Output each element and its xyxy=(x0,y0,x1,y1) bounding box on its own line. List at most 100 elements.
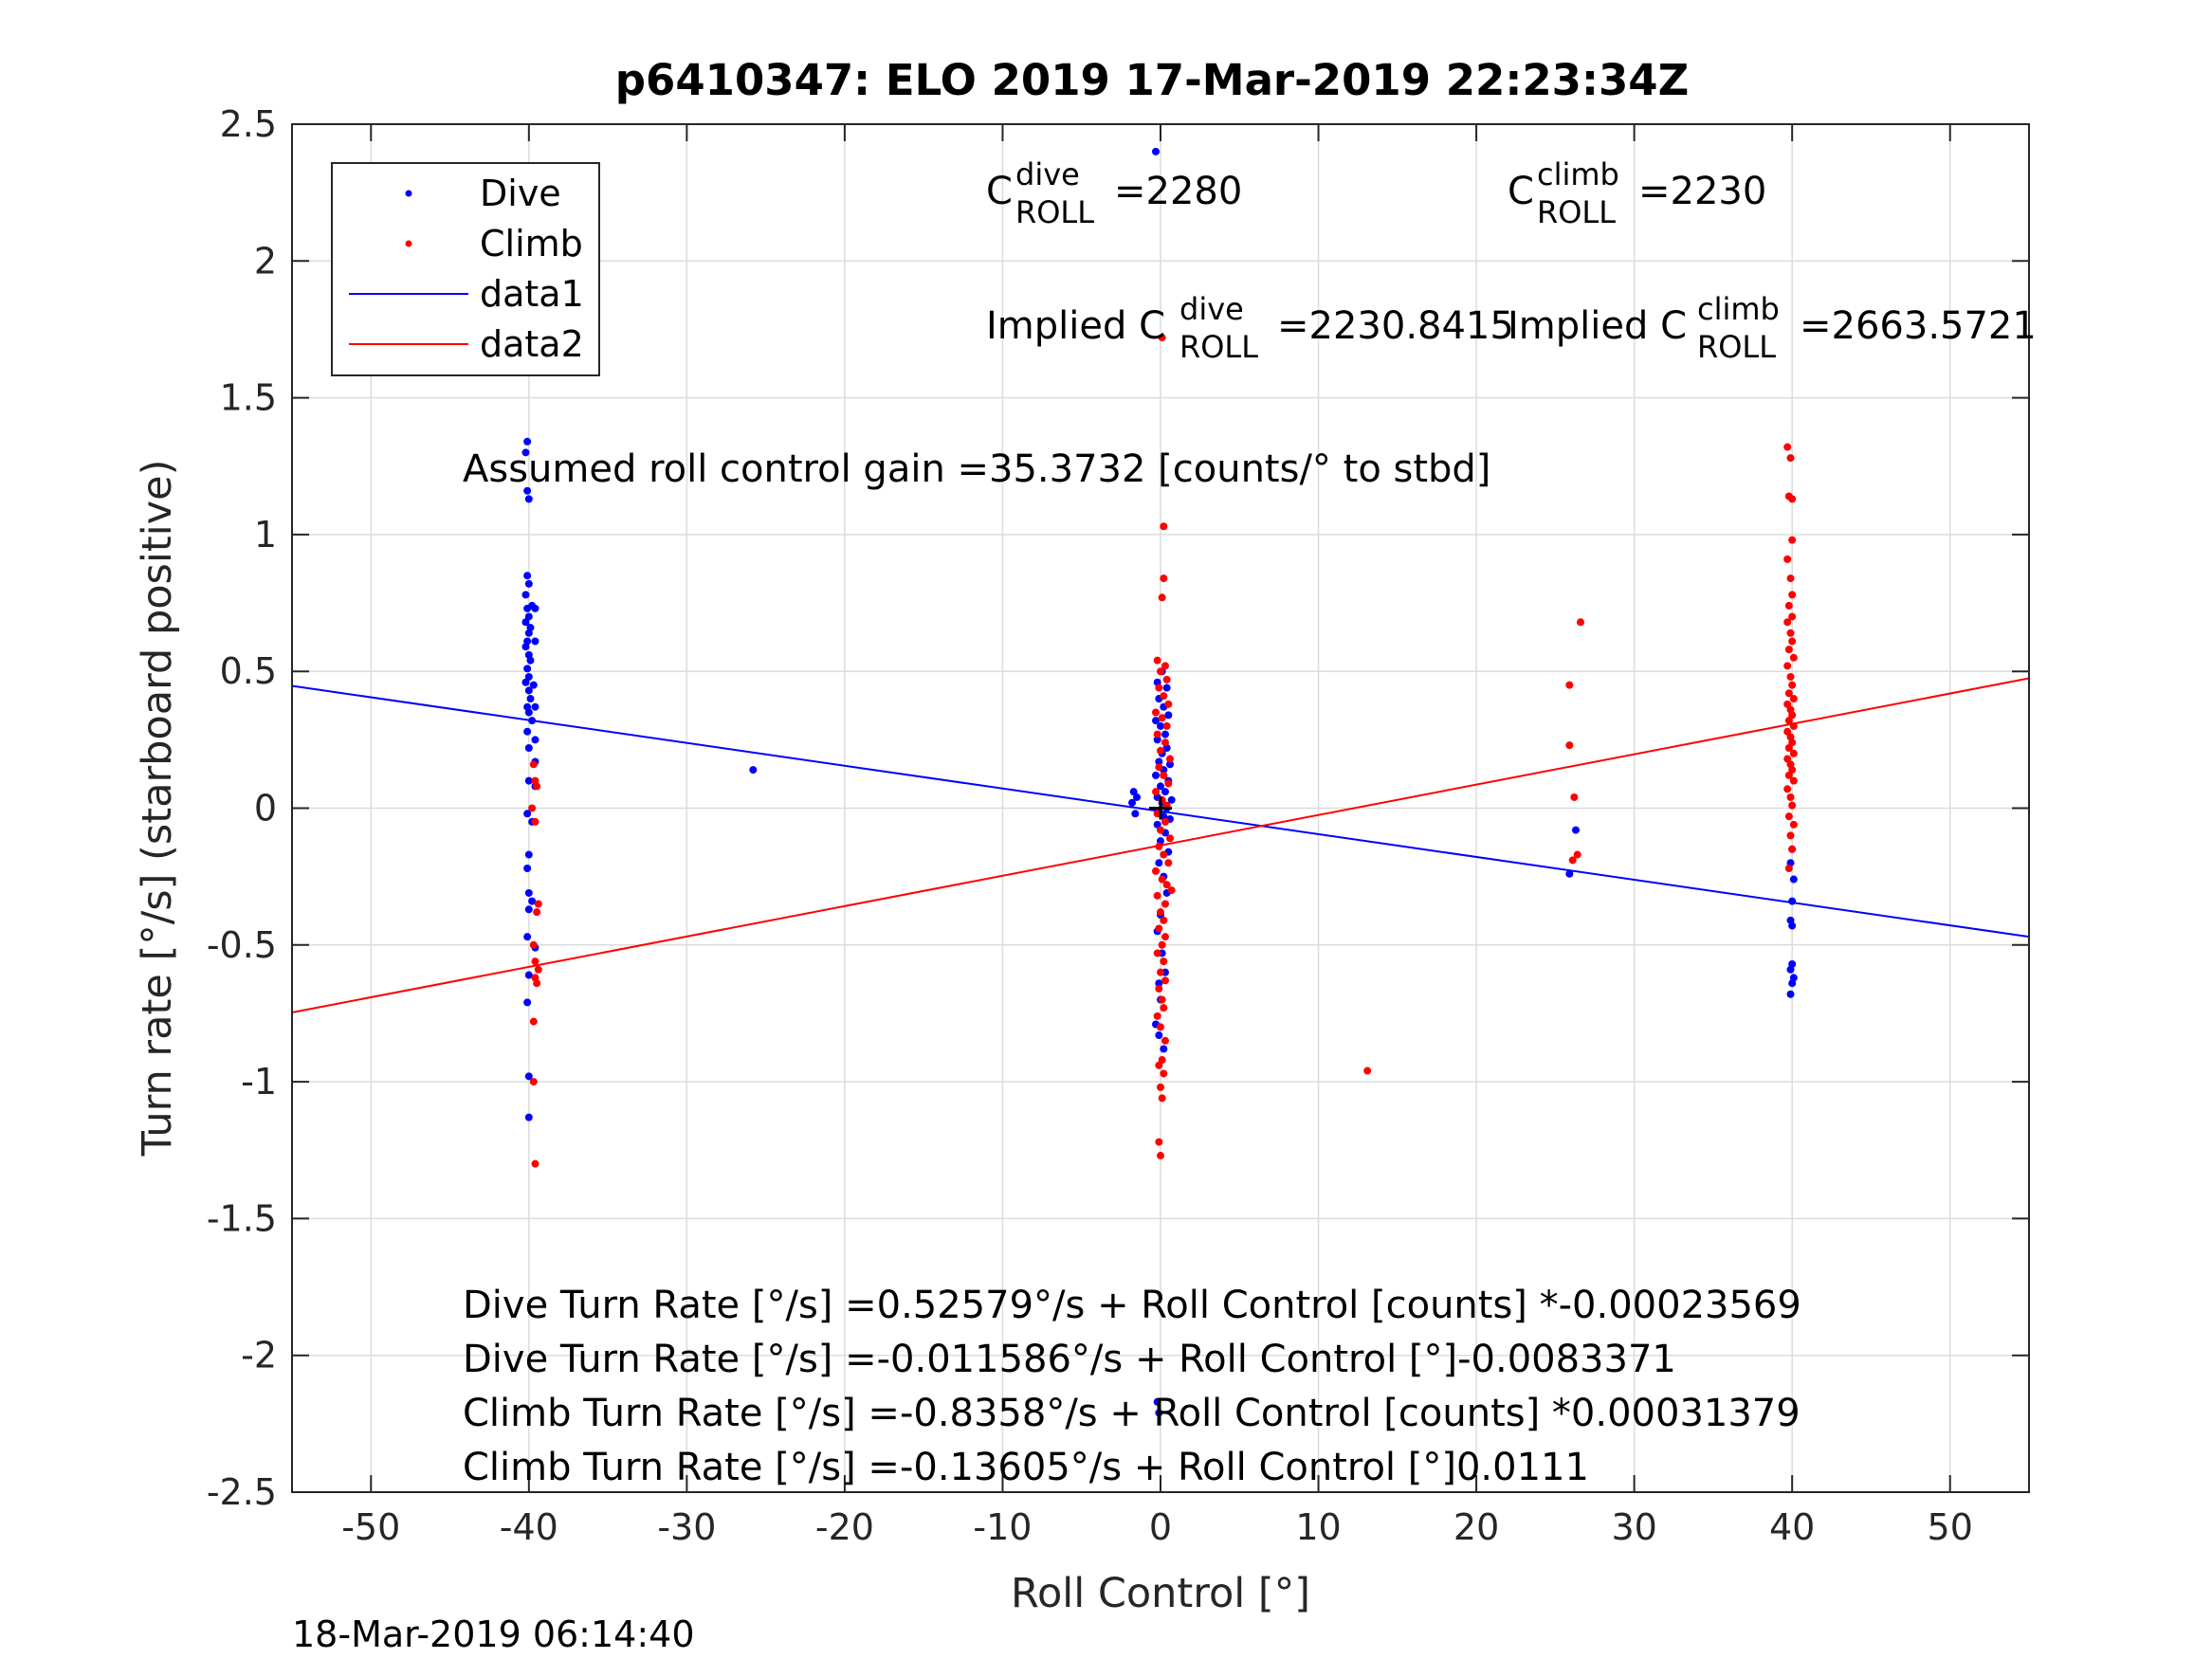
climb-point xyxy=(529,940,538,949)
dive-point xyxy=(524,744,533,753)
climb-point xyxy=(1565,681,1574,689)
y-tick-label: -2.5 xyxy=(207,1471,277,1513)
dive-point xyxy=(1164,711,1173,720)
x-axis-label: Roll Control [°] xyxy=(1011,1570,1310,1617)
x-tick-label: 30 xyxy=(1611,1506,1656,1548)
climb-point xyxy=(534,965,542,974)
dive-point xyxy=(523,572,532,580)
legend-box xyxy=(331,162,600,376)
dive-point xyxy=(524,971,533,979)
x-tick-label: 20 xyxy=(1453,1506,1499,1548)
climb-point xyxy=(1783,785,1792,793)
climb-point xyxy=(1363,1066,1372,1075)
climb-point xyxy=(533,782,541,791)
climb-point xyxy=(1153,730,1161,738)
climb-point xyxy=(1160,1004,1168,1012)
climb-point xyxy=(1153,1012,1161,1020)
climb-point xyxy=(1160,522,1168,531)
climb-point xyxy=(1786,454,1795,463)
annotation-implied-dive: Implied C dive ROLL =2230.8415 xyxy=(986,291,1514,365)
climb-point xyxy=(1788,801,1797,810)
fit-line-3: Climb Turn Rate [°/s] =-0.8358°/s + Roll… xyxy=(463,1392,1801,1435)
dive-point xyxy=(524,686,533,695)
implied-dive-prefix: Implied C xyxy=(986,304,1165,348)
implied-climb-prefix: Implied C xyxy=(1508,304,1687,348)
y-tick-label: 1.5 xyxy=(220,377,277,419)
climb-point xyxy=(1570,793,1579,801)
climb-point xyxy=(1153,656,1161,665)
dive-point xyxy=(1133,793,1142,801)
climb-point xyxy=(1164,859,1173,867)
climb-point xyxy=(1783,662,1792,670)
y-tick-label: -0.5 xyxy=(207,924,277,966)
climb-point xyxy=(1164,779,1173,788)
dive-point xyxy=(524,1072,533,1081)
y-tick-label: 0 xyxy=(254,788,277,830)
climb-point xyxy=(1157,968,1164,976)
x-tick-label: -10 xyxy=(973,1506,1032,1548)
x-tick-label: -50 xyxy=(341,1506,400,1548)
dive-point xyxy=(531,736,539,744)
legend-label-data2: data2 xyxy=(480,323,584,365)
climb-point xyxy=(1157,667,1164,676)
dive-point xyxy=(526,656,535,665)
c-climb-value: =2230 xyxy=(1638,170,1766,213)
dive-point xyxy=(528,717,537,725)
climb-point xyxy=(1786,831,1795,840)
legend-label-climb: Climb xyxy=(480,223,583,264)
climb-point xyxy=(1161,933,1169,941)
climb-point xyxy=(1155,984,1163,993)
climb-point xyxy=(1161,817,1169,826)
climb-point xyxy=(1152,708,1161,717)
dive-point xyxy=(523,727,532,736)
dive-point xyxy=(1157,782,1164,791)
y-tick-label: 0.5 xyxy=(220,650,277,692)
dive-point xyxy=(1788,979,1797,988)
x-tick-label: -20 xyxy=(815,1506,874,1548)
x-tick-label: -30 xyxy=(657,1506,716,1548)
climb-point xyxy=(1789,820,1798,829)
climb-point xyxy=(529,1078,538,1086)
climb-point xyxy=(1157,1023,1164,1031)
gain-annotation: Assumed roll control gain =35.3732 [coun… xyxy=(463,447,1490,491)
fit-line-4: Climb Turn Rate [°/s] =-0.13605°/s + Rol… xyxy=(463,1446,1589,1489)
climb-point xyxy=(1160,957,1168,966)
implied-climb-sub: ROLL xyxy=(1697,329,1776,365)
dive-point xyxy=(1131,810,1140,818)
dive-point xyxy=(1161,788,1169,796)
x-tick-label: 50 xyxy=(1928,1506,1973,1548)
climb-point xyxy=(1789,653,1798,662)
legend-marker-climb xyxy=(405,240,412,247)
implied-climb-sup: climb xyxy=(1697,291,1780,327)
dive-point xyxy=(523,864,532,872)
chart-title: p6410347: ELO 2019 17-Mar-2019 22:23:34Z xyxy=(615,55,1689,105)
climb-point xyxy=(1784,689,1793,698)
dive-point xyxy=(1157,721,1164,730)
dive-point xyxy=(1162,684,1171,692)
dive-point xyxy=(521,618,530,627)
dive-point xyxy=(531,702,539,711)
climb-point xyxy=(1565,741,1574,750)
dive-point xyxy=(526,695,535,703)
climb-point xyxy=(1160,1069,1168,1078)
climb-point xyxy=(1786,672,1795,681)
climb-point xyxy=(1152,866,1161,875)
dive-point xyxy=(1167,795,1176,804)
climb-point xyxy=(1161,662,1169,670)
dive-point xyxy=(1155,1409,1163,1417)
dive-point xyxy=(531,637,539,646)
climb-point xyxy=(529,760,538,769)
timestamp: 18-Mar-2019 06:14:40 xyxy=(292,1613,695,1655)
dive-point xyxy=(749,766,758,775)
climb-point xyxy=(1784,864,1793,872)
implied-climb-value: =2663.5721 xyxy=(1800,304,2037,348)
dive-point xyxy=(521,448,530,457)
climb-point xyxy=(1158,875,1166,884)
dive-point xyxy=(524,905,533,914)
dive-point xyxy=(523,437,532,446)
climb-point xyxy=(1786,574,1795,583)
y-tick-label: -2 xyxy=(241,1335,277,1376)
y-tick-label: -1.5 xyxy=(207,1197,277,1239)
climb-point xyxy=(1784,744,1793,753)
